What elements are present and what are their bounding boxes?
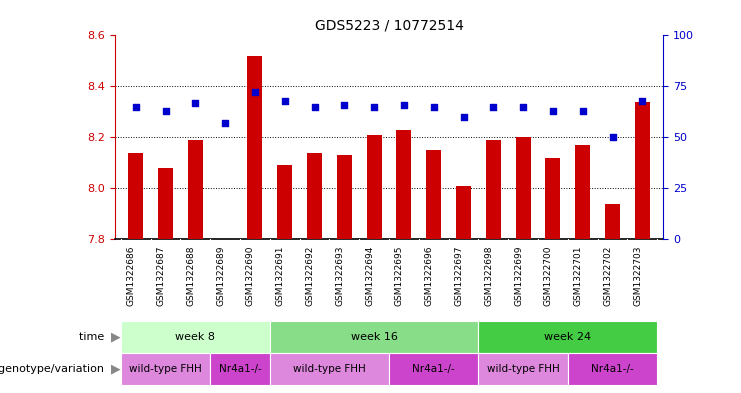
Point	[428, 104, 439, 110]
Text: week 16: week 16	[350, 332, 398, 342]
Text: GSM1322696: GSM1322696	[425, 246, 433, 307]
Point	[547, 108, 559, 114]
Bar	[605, 204, 620, 239]
Bar	[128, 153, 143, 239]
Text: week 8: week 8	[176, 332, 216, 342]
Text: GSM1322695: GSM1322695	[395, 246, 404, 307]
Point	[279, 97, 290, 104]
Text: GSM1322702: GSM1322702	[603, 246, 613, 306]
Bar	[479, 353, 568, 385]
Text: GSM1322690: GSM1322690	[246, 246, 255, 307]
Point	[368, 104, 380, 110]
Text: time: time	[79, 332, 107, 342]
Bar	[337, 155, 352, 239]
Bar	[270, 353, 389, 385]
Point	[308, 104, 320, 110]
Text: GSM1322688: GSM1322688	[186, 246, 196, 307]
Text: GSM1322701: GSM1322701	[574, 246, 582, 307]
Bar	[158, 168, 173, 239]
Text: GSM1322700: GSM1322700	[544, 246, 553, 307]
Text: ▶: ▶	[111, 363, 121, 376]
Point	[458, 114, 470, 120]
Point	[249, 89, 261, 95]
Point	[130, 104, 142, 110]
Bar	[426, 150, 441, 239]
Bar	[635, 102, 650, 239]
Title: GDS5223 / 10772514: GDS5223 / 10772514	[315, 19, 463, 33]
Bar	[121, 321, 270, 353]
Bar	[396, 130, 411, 239]
Bar	[277, 165, 292, 239]
Text: GSM1322703: GSM1322703	[634, 246, 642, 307]
Point	[517, 104, 529, 110]
Text: wild-type FHH: wild-type FHH	[487, 364, 559, 374]
Text: ▶: ▶	[111, 331, 121, 343]
Text: genotype/variation: genotype/variation	[0, 364, 107, 374]
Text: GSM1322687: GSM1322687	[156, 246, 165, 307]
Text: GSM1322691: GSM1322691	[276, 246, 285, 307]
Bar	[188, 140, 203, 239]
Point	[339, 102, 350, 108]
Point	[190, 99, 202, 106]
Text: Nr4a1-/-: Nr4a1-/-	[412, 364, 455, 374]
Text: wild-type FHH: wild-type FHH	[129, 364, 202, 374]
Point	[398, 102, 410, 108]
Bar	[479, 321, 657, 353]
Point	[159, 108, 171, 114]
Bar	[367, 135, 382, 239]
Bar	[456, 186, 471, 239]
Point	[637, 97, 648, 104]
Text: GSM1322693: GSM1322693	[336, 246, 345, 307]
Point	[219, 120, 231, 126]
Bar	[247, 56, 262, 239]
Bar	[121, 353, 210, 385]
Bar	[218, 239, 233, 242]
Bar	[575, 145, 590, 239]
Point	[576, 108, 588, 114]
Point	[607, 134, 619, 141]
Text: GSM1322698: GSM1322698	[485, 246, 494, 307]
Point	[488, 104, 499, 110]
Bar	[545, 158, 560, 239]
Text: GSM1322692: GSM1322692	[305, 246, 314, 306]
Text: Nr4a1-/-: Nr4a1-/-	[591, 364, 634, 374]
Bar	[389, 353, 479, 385]
Bar	[270, 321, 479, 353]
Bar	[210, 353, 270, 385]
Text: GSM1322699: GSM1322699	[514, 246, 523, 307]
Text: GSM1322689: GSM1322689	[216, 246, 225, 307]
Text: Nr4a1-/-: Nr4a1-/-	[219, 364, 262, 374]
Text: week 24: week 24	[545, 332, 591, 342]
Bar	[307, 153, 322, 239]
Text: GSM1322686: GSM1322686	[127, 246, 136, 307]
Bar	[516, 138, 531, 239]
Bar	[486, 140, 501, 239]
Bar	[568, 353, 657, 385]
Text: wild-type FHH: wild-type FHH	[293, 364, 366, 374]
Text: GSM1322697: GSM1322697	[454, 246, 464, 307]
Text: GSM1322694: GSM1322694	[365, 246, 374, 306]
